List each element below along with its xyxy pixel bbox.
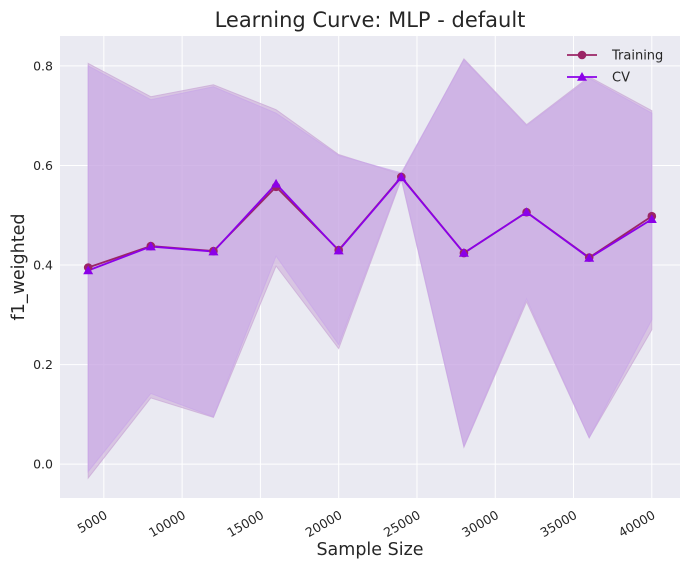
y-axis-title: f1_weighted [9, 214, 29, 321]
point-cv [145, 241, 156, 251]
point-cv [271, 178, 282, 188]
legend-label-training: Training [611, 49, 663, 64]
point-cv [584, 253, 595, 262]
y-tick-label: 0.4 [33, 258, 53, 273]
x-tick-label: 35000 [537, 507, 579, 540]
x-tick-label: 25000 [381, 507, 423, 540]
y-tick-label: 0.2 [33, 357, 53, 372]
point-cv [333, 245, 344, 255]
x-tick-label: 10000 [146, 507, 188, 540]
point-cv [521, 207, 532, 216]
x-tick-label: 40000 [616, 507, 658, 540]
point-cv [646, 214, 657, 223]
x-axis-title: Sample Size [316, 540, 423, 560]
x-tick-label: 15000 [224, 507, 266, 540]
series-markers [83, 172, 657, 275]
series-lines [87, 175, 653, 272]
point-cv [396, 172, 407, 182]
x-tick-label: 5000 [75, 507, 110, 536]
legend-label-cv: CV [612, 71, 630, 86]
confidence-bands [87, 58, 653, 480]
y-tick-labels: 0.0 0.2 0.4 0.6 0.8 [33, 58, 53, 471]
x-tick-label: 20000 [303, 507, 345, 540]
chart-title: Learning Curve: MLP - default [215, 8, 526, 32]
x-tick-labels: 5000 10000 15000 20000 25000 30000 35000 40000 [75, 507, 658, 540]
point-cv [83, 265, 94, 275]
y-tick-label: 0.8 [33, 58, 53, 73]
line-cv [87, 175, 653, 272]
point-cv [208, 246, 219, 256]
point-cv [458, 248, 469, 257]
legend: Training CV [567, 49, 663, 86]
legend-marker-training [577, 50, 587, 60]
band-cv [87, 59, 653, 474]
legend-marker-cv [577, 72, 587, 81]
y-tick-label: 0.6 [33, 158, 53, 173]
y-tick-label: 0.0 [33, 457, 53, 472]
x-tick-label: 30000 [459, 507, 501, 540]
